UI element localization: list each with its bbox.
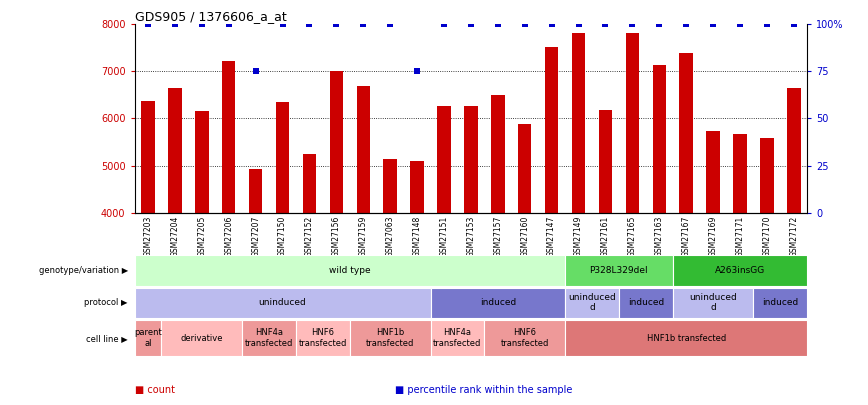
Bar bbox=[565, 255, 673, 286]
Bar bbox=[135, 288, 431, 318]
Bar bbox=[707, 131, 720, 213]
Text: A263insGG: A263insGG bbox=[715, 266, 765, 275]
Bar bbox=[411, 161, 424, 213]
Text: uninduced: uninduced bbox=[259, 298, 306, 307]
Text: HNF4a
transfected: HNF4a transfected bbox=[245, 328, 293, 348]
Text: derivative: derivative bbox=[181, 334, 223, 343]
Bar bbox=[464, 106, 477, 213]
Bar bbox=[753, 288, 807, 318]
Bar bbox=[431, 320, 484, 356]
Bar bbox=[249, 169, 262, 213]
Text: wild type: wild type bbox=[329, 266, 371, 275]
Text: uninduced
d: uninduced d bbox=[568, 293, 616, 312]
Bar bbox=[384, 159, 397, 213]
Bar bbox=[565, 320, 807, 356]
Bar bbox=[733, 134, 746, 213]
Bar bbox=[565, 288, 619, 318]
Text: GDS905 / 1376606_a_at: GDS905 / 1376606_a_at bbox=[135, 10, 286, 23]
Bar bbox=[673, 288, 753, 318]
Text: induced: induced bbox=[762, 298, 799, 307]
Bar bbox=[437, 106, 450, 213]
Text: induced: induced bbox=[628, 298, 664, 307]
Text: ■ percentile rank within the sample: ■ percentile rank within the sample bbox=[395, 385, 572, 395]
Bar bbox=[760, 138, 773, 213]
Bar bbox=[680, 53, 693, 213]
Text: HNF6
transfected: HNF6 transfected bbox=[501, 328, 549, 348]
Bar bbox=[168, 88, 181, 213]
Bar bbox=[303, 154, 316, 213]
Bar bbox=[599, 111, 612, 213]
Text: parent
al: parent al bbox=[135, 328, 161, 348]
Text: induced: induced bbox=[480, 298, 516, 307]
Bar bbox=[626, 33, 639, 213]
Text: genotype/variation ▶: genotype/variation ▶ bbox=[38, 266, 128, 275]
Bar bbox=[787, 88, 800, 213]
Text: HNF4a
transfected: HNF4a transfected bbox=[433, 328, 482, 348]
Bar bbox=[357, 86, 370, 213]
Bar bbox=[276, 102, 289, 213]
Bar bbox=[161, 320, 242, 356]
Text: HNF6
transfected: HNF6 transfected bbox=[299, 328, 347, 348]
Text: uninduced
d: uninduced d bbox=[689, 293, 737, 312]
Bar bbox=[242, 320, 296, 356]
Bar bbox=[296, 320, 350, 356]
Bar bbox=[431, 288, 565, 318]
Bar bbox=[491, 96, 504, 213]
Text: HNF1b
transfected: HNF1b transfected bbox=[366, 328, 414, 348]
Bar bbox=[545, 47, 558, 213]
Text: cell line ▶: cell line ▶ bbox=[86, 334, 128, 343]
Bar bbox=[653, 65, 666, 213]
Bar bbox=[484, 320, 565, 356]
Bar bbox=[350, 320, 431, 356]
Text: P328L329del: P328L329del bbox=[589, 266, 648, 275]
Bar bbox=[135, 255, 565, 286]
Bar bbox=[135, 320, 161, 356]
Bar bbox=[673, 255, 807, 286]
Bar bbox=[195, 111, 208, 213]
Bar bbox=[518, 124, 531, 213]
Bar bbox=[330, 71, 343, 213]
Text: protocol ▶: protocol ▶ bbox=[84, 298, 128, 307]
Bar bbox=[619, 288, 673, 318]
Bar bbox=[222, 61, 235, 213]
Bar bbox=[572, 33, 585, 213]
Text: HNF1b transfected: HNF1b transfected bbox=[647, 334, 726, 343]
Text: ■ count: ■ count bbox=[135, 385, 174, 395]
Bar bbox=[141, 100, 155, 213]
